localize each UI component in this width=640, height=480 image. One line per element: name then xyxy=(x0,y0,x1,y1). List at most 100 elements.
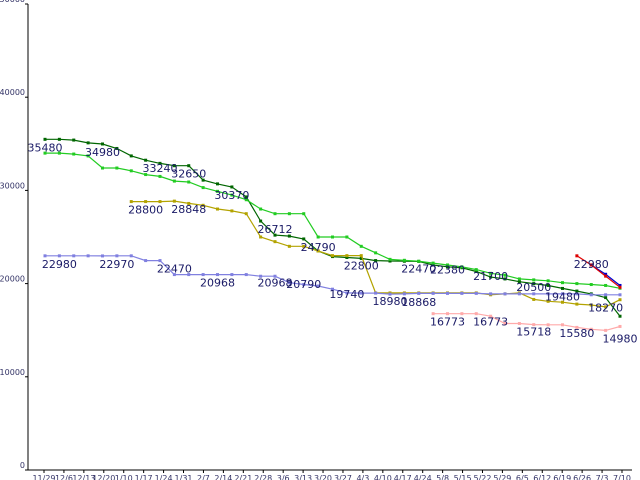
x-tick-label: 5/29 xyxy=(493,474,511,480)
series-point-2 xyxy=(561,281,564,285)
series-point-1 xyxy=(618,314,622,318)
series-point-4 xyxy=(503,292,507,296)
x-tick-label: 1/31 xyxy=(175,474,193,480)
data-label: 19480 xyxy=(545,290,580,303)
series-point-4 xyxy=(546,292,550,296)
series-point-7 xyxy=(604,274,608,278)
x-tick-label: 2/21 xyxy=(234,474,252,480)
series-point-2 xyxy=(144,173,148,177)
x-tick-label: 11/29 xyxy=(32,474,55,480)
x-tick-label: 12/6 xyxy=(55,474,73,480)
series-point-3 xyxy=(345,254,349,258)
series-point-3 xyxy=(589,303,593,307)
data-label: 28800 xyxy=(128,204,163,217)
series-point-4 xyxy=(57,254,61,258)
series-point-1 xyxy=(57,137,61,141)
series-point-1 xyxy=(129,154,133,158)
series-point-1 xyxy=(273,233,277,237)
data-label: 18868 xyxy=(401,296,436,309)
x-tick-label: 12/13 xyxy=(72,474,95,480)
series-point-3 xyxy=(561,300,564,304)
x-tick-label: 2/28 xyxy=(254,474,272,480)
series-point-1 xyxy=(489,275,493,279)
x-tick-label: 5/22 xyxy=(473,474,491,480)
series-point-2 xyxy=(417,259,421,263)
series-point-2 xyxy=(388,257,392,261)
series-point-4 xyxy=(431,291,435,295)
x-tick-label: 12/20 xyxy=(92,474,115,480)
series-point-4 xyxy=(101,254,104,258)
series-point-5 xyxy=(604,328,608,332)
series-point-7 xyxy=(618,285,622,289)
series-point-1 xyxy=(115,146,119,150)
series-point-1 xyxy=(561,286,564,290)
y-axis-ticks: 0 10000 20000 30000 40000 50000 xyxy=(0,0,28,471)
data-label: 35480 xyxy=(28,141,63,154)
y-tick-label: 50000 xyxy=(0,0,25,4)
series-point-1 xyxy=(546,283,550,287)
series-point-2 xyxy=(115,166,119,170)
series-point-2 xyxy=(259,207,263,211)
series-point-1 xyxy=(532,282,536,286)
series-point-3 xyxy=(546,299,550,303)
data-label: 22800 xyxy=(344,260,379,273)
series-point-7 xyxy=(589,263,593,267)
series-point-2 xyxy=(431,261,435,265)
series-point-2 xyxy=(287,212,291,216)
data-label: 18980 xyxy=(373,295,408,308)
series-point-2 xyxy=(359,244,363,248)
series-point-4 xyxy=(489,292,493,296)
data-label: 22980 xyxy=(574,258,609,271)
series-point-1 xyxy=(259,219,263,223)
data-label: 22970 xyxy=(99,258,134,271)
series-point-2 xyxy=(474,268,478,272)
series-line-7 xyxy=(576,255,621,288)
x-tick-label: 6/26 xyxy=(573,474,591,480)
series-point-3 xyxy=(144,200,148,204)
series-point-3 xyxy=(187,201,191,205)
data-label: 30370 xyxy=(214,189,249,202)
data-label: 16773 xyxy=(430,316,465,329)
series-point-1 xyxy=(201,178,205,182)
data-label: 24790 xyxy=(301,241,336,254)
series-point-4 xyxy=(302,283,306,287)
series-point-1 xyxy=(216,182,219,186)
data-label: 16773 xyxy=(473,316,508,329)
series-point-4 xyxy=(575,292,579,296)
series-point-3 xyxy=(158,200,162,204)
series-point-4 xyxy=(446,291,449,295)
series-point-1 xyxy=(158,161,162,165)
series-point-2 xyxy=(273,212,277,216)
series-point-3 xyxy=(201,203,205,207)
series-point-1 xyxy=(172,164,176,168)
series-point-2 xyxy=(230,193,234,197)
series-point-2 xyxy=(129,169,133,173)
data-label: 20968 xyxy=(258,277,293,290)
series-point-5 xyxy=(618,324,622,328)
series-point-2 xyxy=(374,251,378,255)
series-point-4 xyxy=(388,292,392,296)
x-tick-label: 4/10 xyxy=(374,474,392,480)
series-point-4 xyxy=(259,274,263,278)
series-point-2 xyxy=(517,277,521,281)
series-point-3 xyxy=(273,240,277,244)
series-point-2 xyxy=(503,273,507,277)
series-point-3 xyxy=(287,244,291,248)
series-point-5 xyxy=(589,327,593,331)
series-group xyxy=(43,137,622,332)
series-point-4 xyxy=(244,273,248,277)
data-label: 20500 xyxy=(516,281,551,294)
series-point-2 xyxy=(316,235,320,239)
series-point-4 xyxy=(201,273,205,277)
data-label: 26712 xyxy=(258,223,293,236)
series-point-3 xyxy=(618,298,622,302)
series-point-3 xyxy=(259,235,263,239)
data-label: 22470 xyxy=(401,263,436,276)
series-point-3 xyxy=(359,254,363,258)
series-point-4 xyxy=(618,293,622,297)
x-tick-label: 1/24 xyxy=(155,474,173,480)
data-label: 15718 xyxy=(516,326,551,339)
x-tick-label: 5/15 xyxy=(454,474,472,480)
series-point-1 xyxy=(345,256,349,260)
series-point-4 xyxy=(115,254,119,258)
